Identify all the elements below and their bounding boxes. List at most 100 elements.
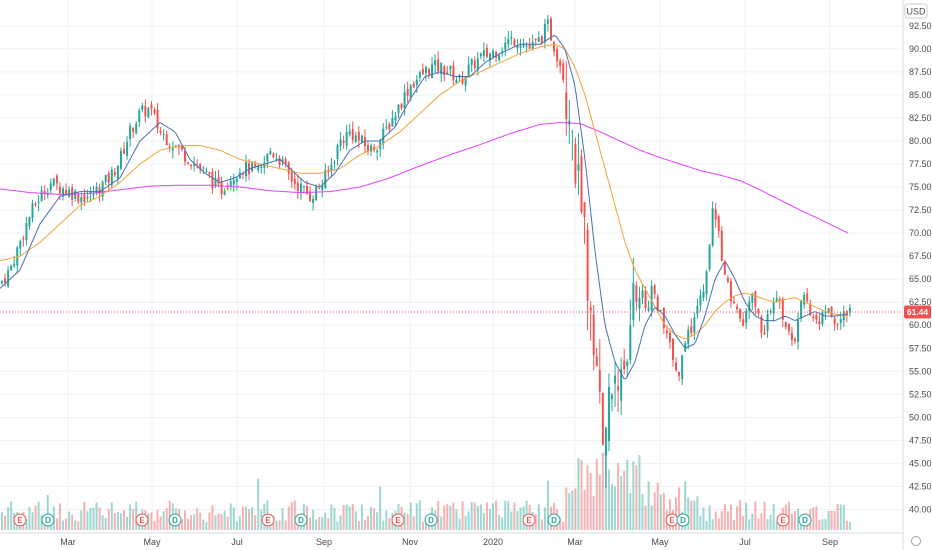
volume-bar: [220, 514, 223, 530]
volume-bar: [769, 515, 772, 530]
volume-bar: [98, 507, 101, 530]
price-tick-label: 47.50: [909, 435, 932, 445]
volume-bar: [827, 511, 830, 530]
earnings-marker[interactable]: E: [261, 513, 275, 527]
time-tick-label: Jul: [231, 537, 243, 547]
candle-body: [354, 135, 357, 143]
dividend-marker[interactable]: D: [41, 513, 55, 527]
candle-body: [336, 145, 339, 160]
volume-bar: [199, 512, 202, 530]
grid-layer: [0, 0, 903, 533]
volume-bar: [135, 501, 138, 530]
candle-body: [690, 326, 693, 334]
volume-bar: [812, 507, 815, 530]
candle-body: [296, 182, 299, 192]
candle-body: [800, 301, 803, 319]
volume-bar: [324, 512, 327, 530]
volume-bar: [223, 510, 226, 530]
candle-body: [376, 150, 379, 153]
price-tick-label: 42.50: [909, 481, 932, 491]
candle-body: [833, 318, 836, 325]
earnings-marker[interactable]: E: [665, 513, 679, 527]
event-marker-label: D: [298, 516, 304, 525]
volume-bar: [34, 505, 37, 530]
candle-body: [141, 105, 144, 110]
candle-body: [525, 45, 528, 47]
time-axis[interactable]: Mar May Jul Sep Nov 2020 Mar May Jul Sep: [60, 537, 838, 547]
candle-body: [717, 216, 720, 232]
volume-bar: [312, 509, 315, 530]
volume-bar: [482, 513, 485, 530]
volume-bar: [132, 509, 135, 530]
currency-badge[interactable]: USD: [904, 3, 928, 19]
candle-body: [476, 58, 479, 71]
earnings-marker[interactable]: E: [135, 513, 149, 527]
candle-body: [193, 163, 196, 167]
candle-body: [617, 386, 620, 391]
volume-bar: [455, 509, 458, 530]
chart-settings-icon[interactable]: [911, 536, 921, 546]
candle-body: [431, 64, 434, 79]
candle-body: [77, 194, 80, 202]
price-tick-label: 57.50: [909, 343, 932, 353]
volume-bar: [406, 513, 409, 530]
dividend-marker[interactable]: D: [798, 513, 812, 527]
candle-body: [126, 142, 129, 156]
price-axis[interactable]: 92.50 90.00 87.50 85.00 82.50 80.00 77.50 75.00…: [909, 21, 932, 515]
volume-bar: [470, 501, 473, 530]
volume-bar: [245, 506, 247, 530]
volume-bar: [513, 502, 516, 530]
earnings-marker[interactable]: E: [522, 513, 536, 527]
price-tick-label: 65.00: [909, 274, 932, 284]
volume-bar: [629, 493, 632, 530]
volume-bar: [309, 517, 312, 530]
volume-bar: [1, 512, 3, 530]
volume-bar: [543, 507, 546, 530]
candle-body: [257, 165, 260, 171]
dividend-marker[interactable]: D: [424, 513, 438, 527]
volume-bar: [800, 521, 803, 530]
volume-bar: [238, 516, 241, 530]
volume-bar: [797, 508, 800, 530]
candle-body: [766, 313, 769, 332]
volume-bar: [794, 510, 796, 530]
candle-body: [348, 131, 351, 135]
candle-body: [98, 187, 101, 195]
volume-bar: [739, 500, 742, 530]
dividend-marker[interactable]: D: [547, 513, 561, 527]
candle-body: [171, 148, 174, 151]
candle-body: [705, 271, 708, 295]
volume-bar: [126, 516, 129, 530]
earnings-marker[interactable]: E: [13, 513, 27, 527]
volume-bar: [55, 518, 58, 530]
candle-body: [232, 179, 235, 185]
volume-bar: [409, 502, 412, 530]
candle-body: [101, 181, 104, 197]
candle-body: [144, 106, 147, 117]
candle-body: [345, 132, 348, 146]
candle-body: [440, 62, 443, 75]
volume-bar: [388, 517, 391, 530]
volume-bar: [232, 507, 235, 530]
volume-bar: [467, 511, 470, 530]
volume-bar: [290, 502, 293, 530]
dividend-marker[interactable]: D: [168, 513, 182, 527]
earnings-marker[interactable]: E: [776, 513, 790, 527]
candle-body: [662, 307, 665, 328]
dividend-marker[interactable]: D: [294, 513, 308, 527]
candle-body: [260, 166, 263, 168]
candle-body: [653, 285, 656, 295]
dividend-marker[interactable]: D: [676, 513, 690, 527]
earnings-marker[interactable]: E: [391, 513, 405, 527]
candle-body: [760, 316, 763, 333]
volume-bar: [485, 502, 488, 530]
time-tick-label: May: [651, 537, 669, 547]
volume-bar: [318, 516, 321, 530]
candle-body: [394, 116, 397, 121]
candle-body: [553, 41, 556, 52]
candle-body: [324, 170, 327, 189]
moving-average-slow-line: [0, 122, 849, 234]
candle-body: [726, 278, 729, 282]
